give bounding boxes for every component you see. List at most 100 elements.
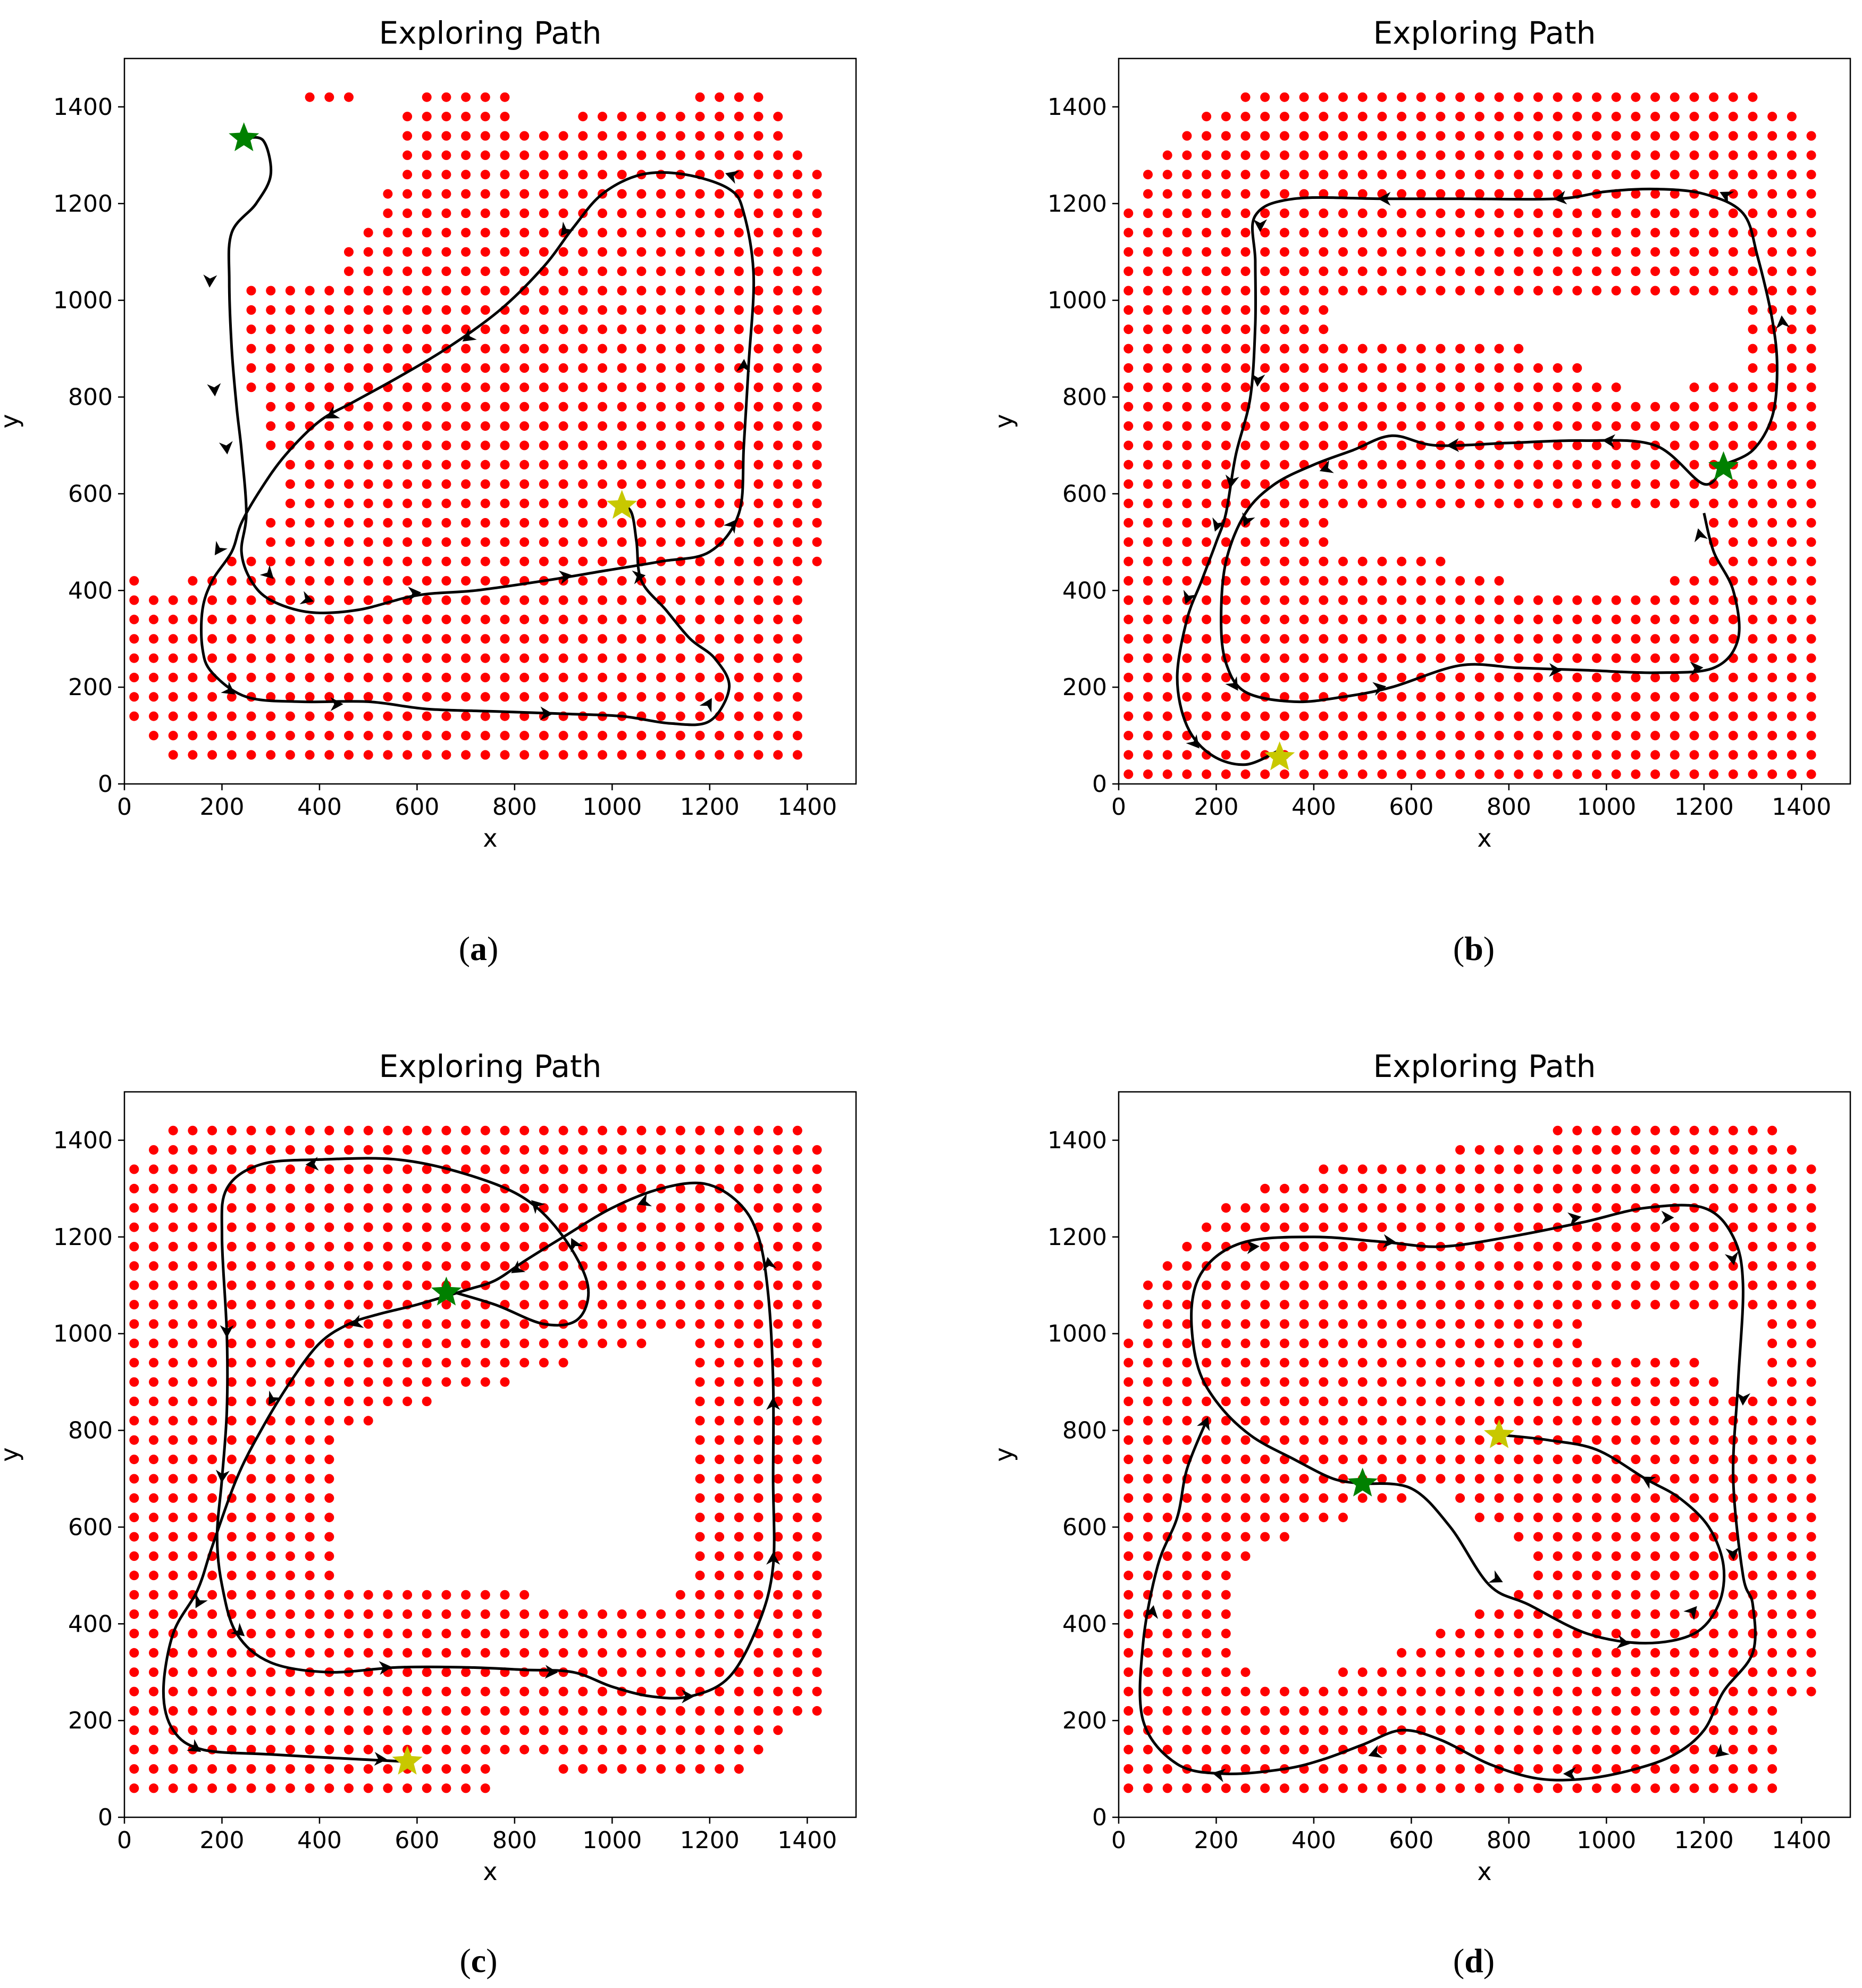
explored-point [578,1648,588,1658]
explored-point [656,498,666,508]
explored-point [285,1532,295,1542]
start-star-marker [229,122,259,152]
explored-point [695,750,705,760]
explored-point [1631,1783,1641,1793]
explored-point [1728,498,1738,508]
explored-point [1494,1628,1504,1639]
explored-point [227,576,237,586]
explored-point [812,518,822,528]
explored-point [753,1145,764,1155]
explored-point [578,1706,588,1716]
explored-point [1377,576,1387,586]
explored-point [1143,228,1153,238]
explored-point [266,1571,276,1581]
explored-point [1592,131,1601,141]
explored-point [578,189,588,199]
explored-point [1221,131,1231,141]
explored-point [1689,382,1699,392]
explored-point [129,653,139,663]
explored-point [734,324,744,335]
explored-point [1357,1242,1368,1251]
explored-point [1182,537,1192,547]
explored-point [441,1358,451,1368]
explored-point [149,595,158,605]
explored-point [383,1358,393,1368]
path-direction-arrow [511,1260,526,1273]
explored-point [324,324,334,335]
explored-point [1533,1203,1543,1213]
explored-point [715,266,725,277]
explored-point [266,1686,276,1697]
explored-point [1806,344,1816,354]
explored-point [1123,1725,1134,1735]
explored-point [1514,1725,1524,1735]
explored-point [1533,112,1543,122]
explored-point [363,1183,373,1193]
explored-point [1786,595,1797,605]
explored-point [1748,672,1758,682]
explored-point [1592,711,1601,721]
explored-point [1397,1686,1407,1697]
explored-point [1416,112,1426,122]
explored-point [1611,1183,1621,1193]
explored-point [812,247,822,257]
explored-point [1416,170,1426,180]
explored-point [1572,440,1582,450]
explored-point [363,1377,373,1387]
explored-point [324,556,334,566]
explored-point [344,634,354,644]
explored-point [1202,479,1212,489]
explored-point [1533,286,1543,296]
explored-point [812,479,822,489]
explored-point [1572,498,1582,508]
explored-point [1202,1686,1212,1697]
explored-point [1553,1590,1563,1600]
explored-point [1416,1706,1426,1716]
explored-point [285,1571,295,1581]
explored-point [324,750,334,760]
explored-point [1299,92,1309,102]
explored-point [812,1183,822,1193]
explored-point [1553,1609,1563,1619]
explored-point [1202,1397,1212,1406]
explored-point [773,1513,783,1523]
explored-point [285,1145,295,1155]
explored-point [461,1222,471,1232]
explored-point [1221,344,1231,354]
explored-point [129,1397,139,1406]
explored-point [1123,1667,1134,1677]
explored-point [1514,498,1524,508]
explored-point [1436,1397,1446,1406]
explored-point [1650,1783,1660,1793]
explored-point [1494,247,1504,257]
explored-point [1377,556,1387,566]
explored-point [344,1338,354,1348]
explored-point [1182,170,1192,180]
explored-point [753,498,764,508]
explored-point [168,1474,178,1484]
explored-point [1279,112,1289,122]
explored-point [1123,1358,1134,1368]
explored-point [734,731,744,741]
explored-point [1357,1764,1368,1774]
explored-point [1182,131,1192,141]
explored-point [753,653,764,663]
explored-point [1221,1667,1231,1677]
explored-point [1338,1164,1348,1174]
explored-point [1689,150,1699,160]
explored-point [1533,614,1543,624]
explored-point [598,170,607,180]
explored-point [1240,556,1251,566]
explored-point [500,247,510,257]
explored-point [1806,1280,1816,1290]
explored-point [1767,1125,1777,1135]
explored-point [129,1474,139,1484]
explored-point [1670,653,1680,663]
explored-point [344,1145,354,1155]
explored-point [812,1628,822,1639]
explored-point [480,402,490,412]
explored-point [1572,731,1582,741]
explored-point [1455,1435,1465,1445]
explored-point [149,1513,158,1523]
explored-point [1182,1609,1192,1619]
